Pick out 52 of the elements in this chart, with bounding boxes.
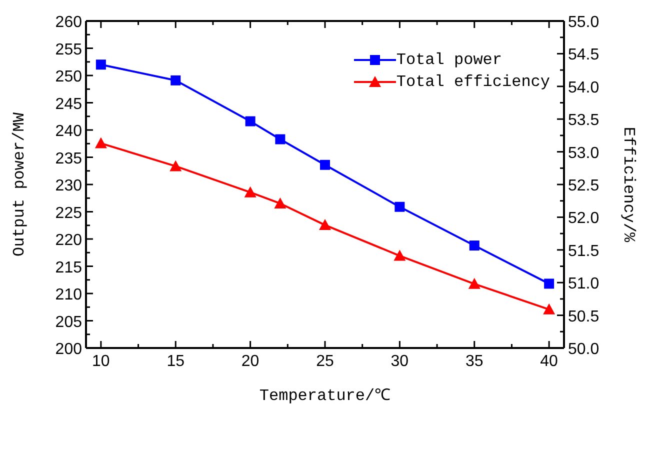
legend-label: Total power bbox=[396, 51, 502, 69]
y-tick-label: 205 bbox=[55, 314, 82, 331]
y2-tick-label: 54.0 bbox=[568, 79, 600, 96]
point bbox=[96, 60, 106, 70]
legend-label: Total efficiency bbox=[396, 73, 550, 91]
y2-tick-label: 52.5 bbox=[568, 178, 600, 194]
y2-tick-label: 52.0 bbox=[568, 210, 600, 228]
y-tick-label: 210 bbox=[55, 286, 82, 304]
y-tick-label: 260 bbox=[55, 14, 82, 31]
point bbox=[469, 240, 480, 251]
x-tick-label: 30 bbox=[390, 353, 409, 370]
y2-tick-label: 50.5 bbox=[568, 308, 600, 326]
y2-tick-label: 53.0 bbox=[568, 144, 600, 162]
y2-tick-label: 50.0 bbox=[568, 341, 600, 358]
point bbox=[544, 278, 554, 289]
y-tick-label: 245 bbox=[55, 96, 82, 113]
y-tick-label: 255 bbox=[55, 41, 82, 58]
y2-tick-label: 54.5 bbox=[568, 46, 600, 64]
x-axis-title: Temperature/℃ bbox=[259, 387, 391, 405]
y2-axis-title: Efficiency/% bbox=[619, 126, 638, 243]
y-tick-label: 240 bbox=[55, 123, 82, 140]
y-tick-label: 225 bbox=[55, 204, 82, 222]
point bbox=[94, 137, 107, 148]
x-tick-label: 40 bbox=[540, 353, 558, 370]
y2-tick-label: 53.5 bbox=[568, 112, 600, 130]
y2-tick-label: 51.0 bbox=[568, 276, 600, 293]
point bbox=[245, 116, 256, 126]
point bbox=[244, 186, 256, 198]
x-tick-label: 25 bbox=[316, 353, 334, 370]
point bbox=[170, 160, 182, 172]
y-tick-label: 235 bbox=[55, 150, 82, 168]
y2-tick-label: 51.5 bbox=[568, 242, 600, 260]
y2-tick-label: 55.0 bbox=[568, 14, 600, 31]
x-tick-label: 10 bbox=[92, 353, 110, 370]
x-tick-label: 35 bbox=[465, 353, 484, 370]
point bbox=[543, 303, 556, 314]
y-tick-label: 220 bbox=[55, 232, 82, 249]
y-axis-title: Output power/MW bbox=[10, 112, 29, 257]
y-tick-label: 200 bbox=[55, 341, 82, 358]
x-tick-label: 20 bbox=[241, 353, 260, 370]
point bbox=[394, 202, 405, 212]
point bbox=[468, 278, 480, 289]
point bbox=[274, 197, 286, 208]
y-tick-label: 215 bbox=[55, 259, 82, 276]
y-tick-label: 230 bbox=[55, 178, 82, 194]
point bbox=[170, 75, 181, 86]
point bbox=[319, 219, 331, 230]
x-tick-label: 15 bbox=[166, 353, 185, 370]
point bbox=[275, 134, 286, 144]
point bbox=[394, 250, 406, 261]
point bbox=[320, 160, 330, 170]
y-tick-label: 250 bbox=[55, 68, 82, 86]
